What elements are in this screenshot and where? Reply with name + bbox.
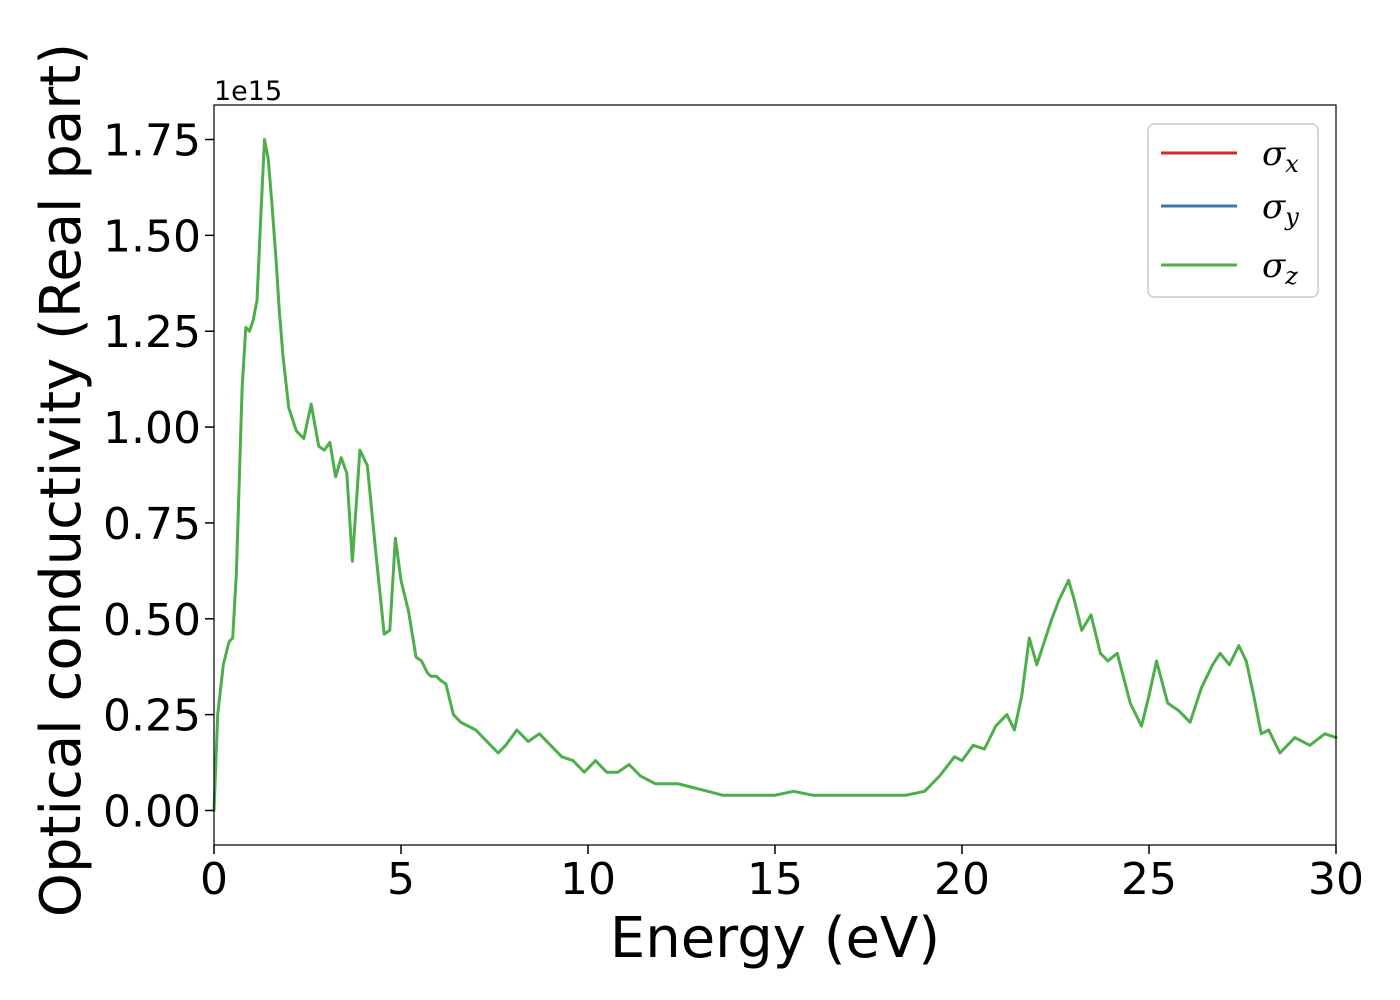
y-tick-label: 0.50 xyxy=(103,595,201,646)
y-tick-label: 1.75 xyxy=(103,116,201,167)
legend-box xyxy=(1147,123,1319,298)
y-tick-label: 1.00 xyxy=(103,403,201,454)
x-tick-label: 10 xyxy=(560,854,616,905)
y-tick-label: 1.25 xyxy=(103,307,201,358)
x-axis-ticks: 0 5 10 15 20 25 30 xyxy=(200,845,1364,905)
series-layer xyxy=(212,138,1338,812)
y-axis-title: Optical conductivity (Real part) xyxy=(29,43,94,917)
x-tick-label: 15 xyxy=(747,854,803,905)
y-offset-label: 1e15 xyxy=(214,76,282,107)
x-tick-label: 5 xyxy=(387,854,415,905)
y-axis-ticks: 0.00 0.25 0.50 0.75 1.00 1.25 1.50 1.75 xyxy=(103,116,214,837)
x-tick-label: 30 xyxy=(1308,854,1364,905)
x-tick-label: 25 xyxy=(1121,854,1177,905)
y-tick-label: 0.75 xyxy=(103,499,201,550)
x-tick-label: 20 xyxy=(934,854,990,905)
series-line-0 xyxy=(212,138,1338,812)
y-tick-label: 0.00 xyxy=(103,786,201,837)
x-axis-title: Energy (eV) xyxy=(610,906,940,971)
y-tick-label: 0.25 xyxy=(103,691,201,742)
y-tick-label: 1.50 xyxy=(103,211,201,262)
x-tick-label: 0 xyxy=(200,854,228,905)
